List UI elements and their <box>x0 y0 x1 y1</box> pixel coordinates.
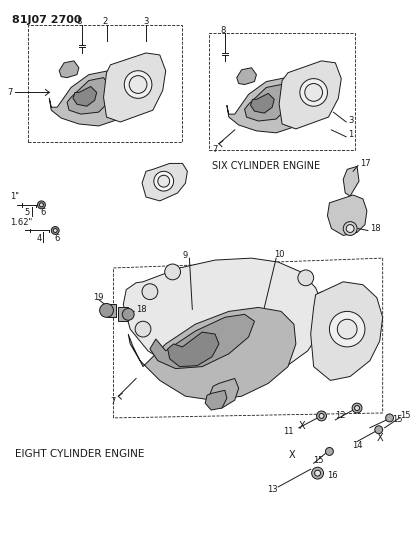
Polygon shape <box>49 71 136 126</box>
Circle shape <box>298 270 314 286</box>
Text: 19: 19 <box>93 293 104 302</box>
Text: SIX CYLINDER ENGINE: SIX CYLINDER ENGINE <box>212 161 320 172</box>
Polygon shape <box>343 166 359 196</box>
Circle shape <box>312 467 323 479</box>
Text: 4: 4 <box>37 234 42 243</box>
Circle shape <box>135 321 151 337</box>
Polygon shape <box>245 85 288 121</box>
Text: 3: 3 <box>348 116 353 125</box>
Text: 10: 10 <box>274 249 284 259</box>
Polygon shape <box>123 258 323 381</box>
Text: 1: 1 <box>348 131 353 139</box>
Text: 5: 5 <box>24 208 29 217</box>
Text: 8: 8 <box>76 17 82 26</box>
Text: 1": 1" <box>10 192 19 201</box>
Circle shape <box>165 264 180 280</box>
Circle shape <box>375 426 383 434</box>
Circle shape <box>355 406 360 410</box>
Circle shape <box>352 403 362 413</box>
Polygon shape <box>227 78 314 133</box>
Circle shape <box>158 175 170 187</box>
Text: 15: 15 <box>400 411 411 421</box>
Text: 12: 12 <box>335 411 346 421</box>
Circle shape <box>37 201 45 209</box>
Text: 18: 18 <box>136 305 147 314</box>
Bar <box>28 26 182 142</box>
Text: 14: 14 <box>352 441 363 450</box>
Text: 8: 8 <box>220 26 226 35</box>
Text: 2: 2 <box>102 17 107 26</box>
Polygon shape <box>237 68 256 85</box>
Circle shape <box>51 227 59 235</box>
Text: 11: 11 <box>284 427 294 436</box>
Circle shape <box>316 411 326 421</box>
Circle shape <box>129 76 147 93</box>
Circle shape <box>39 203 44 207</box>
Text: X: X <box>289 450 295 461</box>
Text: 3: 3 <box>143 17 149 26</box>
Text: 6: 6 <box>41 208 46 217</box>
Text: 81J07 2700: 81J07 2700 <box>12 15 81 26</box>
Text: 6: 6 <box>55 234 60 243</box>
Text: 15: 15 <box>393 415 403 424</box>
Polygon shape <box>67 78 111 114</box>
Polygon shape <box>209 378 239 408</box>
Text: 18: 18 <box>370 224 381 233</box>
Circle shape <box>315 470 321 476</box>
Polygon shape <box>59 61 79 78</box>
Text: X: X <box>298 421 305 431</box>
Polygon shape <box>311 282 383 381</box>
Polygon shape <box>251 93 274 113</box>
Text: 15: 15 <box>313 456 324 465</box>
Text: EIGHT CYLINDER ENGINE: EIGHT CYLINDER ENGINE <box>15 449 144 459</box>
Circle shape <box>142 284 158 300</box>
Circle shape <box>337 319 357 339</box>
Polygon shape <box>279 61 341 129</box>
Text: 7: 7 <box>7 88 13 97</box>
Text: 17: 17 <box>360 159 371 168</box>
Polygon shape <box>73 86 97 106</box>
Text: 7: 7 <box>111 397 116 406</box>
Text: X: X <box>376 433 383 442</box>
Circle shape <box>346 224 354 232</box>
Text: 1.62": 1.62" <box>10 218 32 227</box>
Circle shape <box>154 171 173 191</box>
Circle shape <box>319 414 324 418</box>
Polygon shape <box>104 53 166 122</box>
Circle shape <box>124 71 152 98</box>
Bar <box>209 33 355 150</box>
Circle shape <box>343 222 357 236</box>
Circle shape <box>316 292 331 308</box>
Circle shape <box>305 84 323 101</box>
Circle shape <box>330 311 365 347</box>
Circle shape <box>53 229 57 232</box>
Circle shape <box>122 309 134 320</box>
Circle shape <box>386 414 394 422</box>
Polygon shape <box>328 195 367 236</box>
Polygon shape <box>128 308 296 400</box>
Polygon shape <box>168 332 219 367</box>
Polygon shape <box>106 304 116 317</box>
Polygon shape <box>205 390 227 410</box>
Text: 16: 16 <box>328 471 338 480</box>
Polygon shape <box>150 314 254 369</box>
Circle shape <box>300 78 328 106</box>
Circle shape <box>326 448 333 455</box>
Circle shape <box>99 303 113 317</box>
Text: 13: 13 <box>267 486 277 495</box>
Polygon shape <box>142 164 187 201</box>
Text: 7: 7 <box>212 145 218 154</box>
Polygon shape <box>118 308 128 321</box>
Circle shape <box>313 331 328 347</box>
Text: 9: 9 <box>183 251 188 260</box>
